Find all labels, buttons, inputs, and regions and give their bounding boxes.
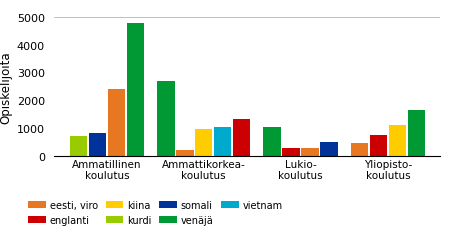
- Bar: [176, 151, 193, 156]
- Bar: [389, 126, 406, 156]
- Bar: [351, 144, 368, 156]
- Bar: [370, 136, 387, 156]
- Bar: [263, 127, 281, 156]
- Bar: [214, 128, 232, 156]
- Bar: [320, 142, 338, 156]
- Legend: eesti, viro, englanti, kiina, kurdi, somali, venäjä, vietnam: eesti, viro, englanti, kiina, kurdi, som…: [29, 200, 283, 225]
- Bar: [195, 130, 212, 156]
- Bar: [301, 148, 319, 156]
- Bar: [89, 133, 106, 156]
- Y-axis label: Opiskelijoita: Opiskelijoita: [0, 51, 12, 123]
- Bar: [233, 119, 250, 156]
- Bar: [282, 148, 300, 156]
- Bar: [70, 136, 87, 156]
- Bar: [127, 24, 144, 156]
- Bar: [408, 110, 425, 156]
- Bar: [108, 90, 125, 156]
- Bar: [157, 82, 175, 156]
